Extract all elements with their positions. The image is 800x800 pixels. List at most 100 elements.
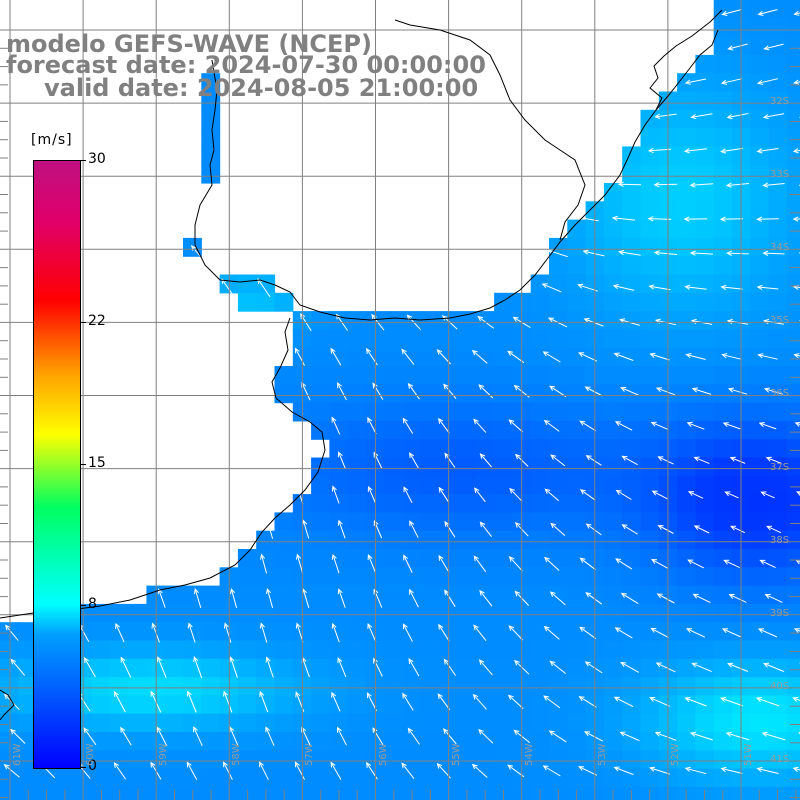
wind-speed-cell <box>530 530 550 550</box>
wind-speed-cell <box>603 732 623 751</box>
wind-arrow <box>229 656 238 678</box>
wind-arrow <box>409 452 419 469</box>
wind-speed-cell <box>768 256 788 276</box>
wind-speed-cell <box>603 677 623 696</box>
wind-arrow <box>691 387 712 395</box>
wind-speed-cell <box>237 585 257 605</box>
wind-arrow <box>579 489 596 501</box>
wind-speed-cell <box>713 18 733 38</box>
wind-speed-cell <box>713 237 733 257</box>
longitude-label: 53W <box>596 743 608 766</box>
colorbar-tick-label: 22 <box>88 312 106 329</box>
wind-speed-cell <box>420 750 440 770</box>
wind-speed-cell <box>786 366 800 385</box>
wind-speed-cell <box>274 658 294 678</box>
wind-arrow <box>509 487 523 502</box>
wind-speed-cell <box>768 237 788 257</box>
wind-speed-cell <box>164 768 184 788</box>
wind-arrow <box>582 249 605 257</box>
wind-speed-cell <box>713 530 733 550</box>
wind-arrow <box>337 519 346 539</box>
wind-speed-cell <box>183 713 202 733</box>
wind-speed-cell <box>768 549 788 568</box>
wind-speed-cell <box>384 457 404 477</box>
wind-arrow <box>765 456 782 464</box>
wind-arrow <box>114 690 126 713</box>
wind-speed-cell <box>109 768 129 788</box>
wind-speed-cell <box>677 329 696 349</box>
wind-speed-cell <box>567 585 587 605</box>
wind-speed-cell <box>329 402 349 422</box>
wind-speed-cell <box>750 530 770 550</box>
wind-speed-cell <box>640 658 660 678</box>
wind-speed-cell <box>786 128 800 147</box>
wind-speed-cell <box>311 549 330 568</box>
wind-speed-cell <box>329 768 349 788</box>
wind-speed-cell <box>695 439 715 459</box>
wind-speed-cell <box>402 750 422 770</box>
wind-speed-cell <box>622 512 642 532</box>
wind-speed-cell <box>18 732 38 751</box>
wind-speed-cell <box>640 384 660 404</box>
wind-arrow <box>684 697 707 707</box>
wind-speed-cell <box>347 622 367 642</box>
latitude-label: 40S <box>770 680 790 692</box>
wind-speed-cell <box>530 420 550 440</box>
wind-speed-cell <box>750 732 770 751</box>
wind-arrow <box>508 556 523 572</box>
wind-speed-cell <box>549 329 568 349</box>
wind-arrow <box>760 491 775 499</box>
wind-speed-cell <box>256 768 276 788</box>
wind-arrow <box>550 522 566 536</box>
wind-speed-cell <box>768 640 788 660</box>
wind-speed-cell <box>457 585 477 605</box>
wind-speed-cell <box>494 329 513 349</box>
wind-speed-cell <box>494 622 513 642</box>
wind-speed-cell <box>622 695 642 715</box>
wind-speed-cell <box>311 475 330 495</box>
longitude-label: 51W <box>743 743 754 766</box>
wind-speed-cell <box>475 475 495 495</box>
wind-speed-cell <box>329 732 349 751</box>
wind-speed-cell <box>420 549 440 568</box>
wind-speed-cell <box>384 695 404 715</box>
wind-speed-cell <box>128 603 147 623</box>
wind-arrow <box>689 250 714 256</box>
wind-speed-cell <box>640 622 660 642</box>
wind-arrow <box>689 182 714 188</box>
wind-speed-cell <box>494 384 513 404</box>
wind-speed-cell <box>567 439 587 459</box>
wind-speed-cell <box>713 640 733 660</box>
wind-speed-cell <box>201 768 221 788</box>
wind-speed-cell <box>750 219 770 239</box>
wind-speed-cell <box>750 585 770 605</box>
wind-speed-cell <box>750 146 770 166</box>
wind-speed-cell <box>695 750 715 770</box>
wind-arrow <box>725 731 750 741</box>
wind-arrow <box>657 456 674 465</box>
wind-speed-cell <box>603 329 623 349</box>
wind-speed-cell <box>695 420 715 440</box>
wind-speed-cell <box>420 402 440 422</box>
wind-speed-cell <box>567 677 587 696</box>
wind-speed-cell <box>329 530 349 550</box>
wind-arrow <box>724 491 739 499</box>
wind-arrow <box>683 148 708 154</box>
wind-speed-cell <box>420 512 440 532</box>
wind-arrow <box>762 250 785 256</box>
wind-arrow <box>614 421 633 431</box>
wind-speed-cell <box>713 732 733 751</box>
wind-speed-cell <box>494 420 513 440</box>
wind-speed-cell <box>768 585 788 605</box>
wind-speed-cell <box>750 0 770 19</box>
wind-arrow <box>793 79 800 85</box>
wind-speed-cell <box>695 530 715 550</box>
wind-speed-cell <box>420 713 440 733</box>
wind-arrow <box>798 732 800 735</box>
wind-speed-cell <box>128 677 147 696</box>
wind-speed-cell <box>713 109 733 129</box>
wind-arrow <box>612 284 635 291</box>
wind-speed-cell <box>713 420 733 440</box>
wind-arrow <box>764 594 783 603</box>
wind-speed-cell <box>420 475 440 495</box>
